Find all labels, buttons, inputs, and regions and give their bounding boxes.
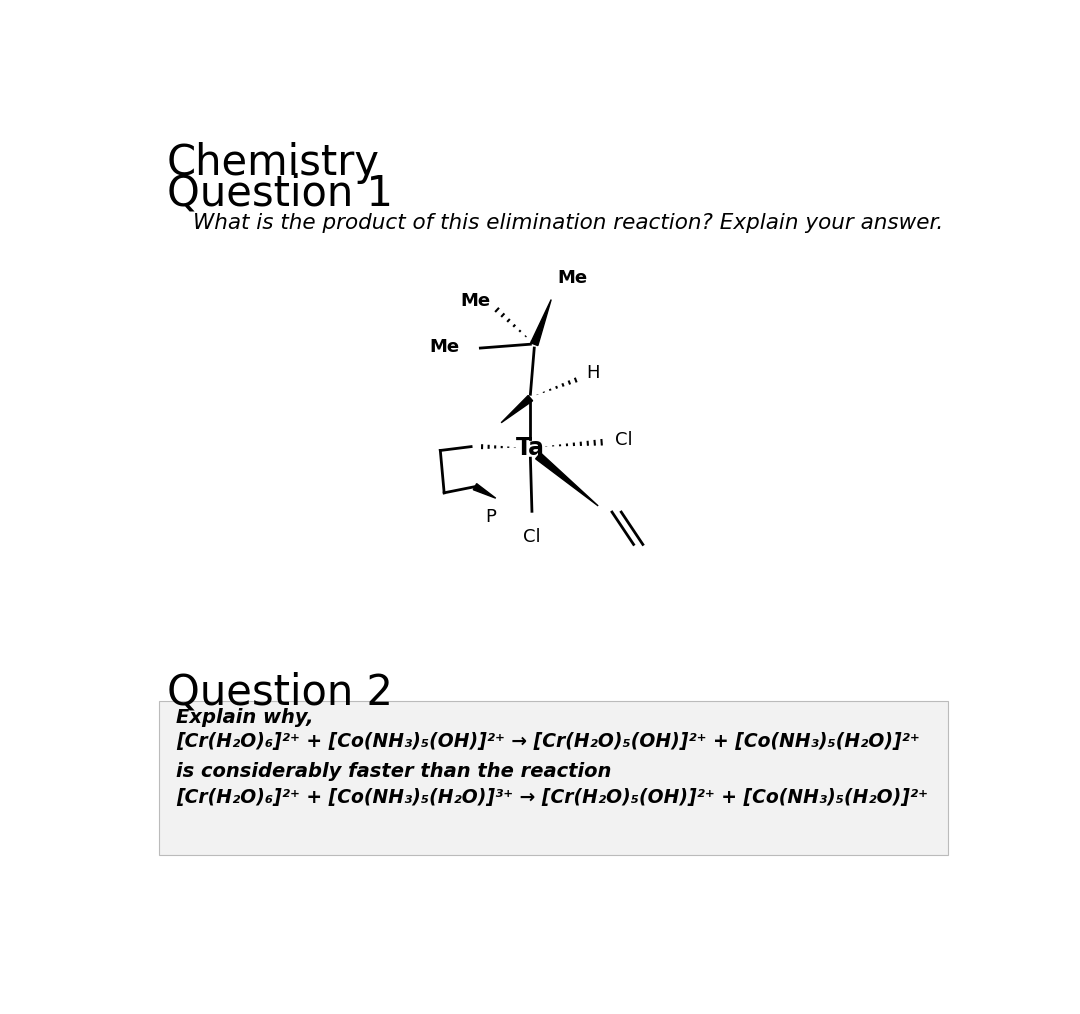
Text: [Cr(H₂O)₆]²⁺ + [Co(NH₃)₅(OH)]²⁺ → [Cr(H₂O)₅(OH)]²⁺ + [Co(NH₃)₅(H₂O)]²⁺: [Cr(H₂O)₆]²⁺ + [Co(NH₃)₅(OH)]²⁺ → [Cr(H₂…	[176, 731, 920, 750]
Text: Question 1: Question 1	[167, 172, 393, 215]
Text: P: P	[485, 508, 496, 526]
Polygon shape	[473, 484, 496, 498]
Text: [Cr(H₂O)₆]²⁺ + [Co(NH₃)₅(H₂O)]³⁺ → [Cr(H₂O)₅(OH)]²⁺ + [Co(NH₃)₅(H₂O)]²⁺: [Cr(H₂O)₆]²⁺ + [Co(NH₃)₅(H₂O)]³⁺ → [Cr(H…	[176, 789, 928, 807]
Text: Me: Me	[430, 338, 460, 356]
Text: Chemistry: Chemistry	[167, 142, 380, 184]
Polygon shape	[530, 299, 551, 346]
Text: Me: Me	[557, 270, 588, 287]
Text: Ta: Ta	[516, 436, 545, 460]
FancyBboxPatch shape	[159, 701, 948, 855]
Text: Cl: Cl	[616, 432, 633, 449]
Polygon shape	[501, 395, 532, 423]
Text: is considerably faster than the reaction: is considerably faster than the reaction	[176, 763, 611, 782]
Text: Explain why,: Explain why,	[176, 709, 313, 727]
Text: Question 2: Question 2	[167, 671, 393, 714]
Text: H: H	[586, 364, 600, 381]
Polygon shape	[536, 453, 598, 506]
Text: Cl: Cl	[523, 528, 541, 547]
Text: What is the product of this elimination reaction? Explain your answer.: What is the product of this elimination …	[193, 213, 944, 233]
Text: Me: Me	[460, 292, 490, 310]
